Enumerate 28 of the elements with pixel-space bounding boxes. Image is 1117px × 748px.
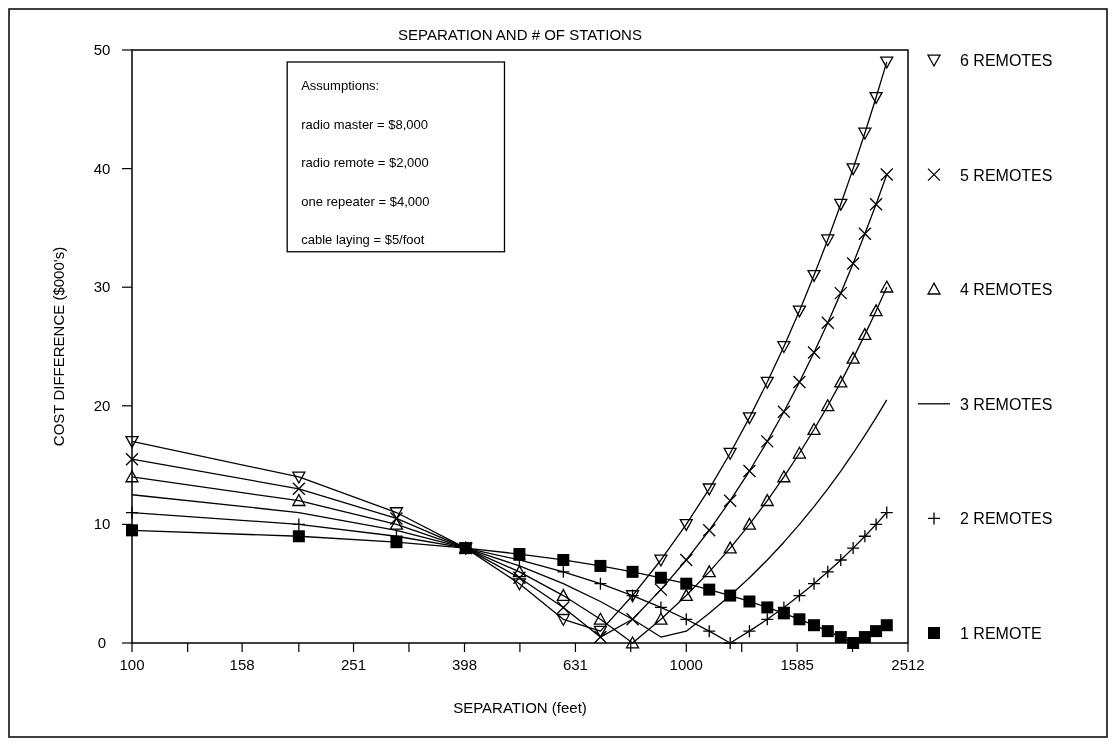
x-tick-label: 1000	[669, 656, 703, 673]
y-tick-label: 10	[93, 515, 111, 533]
y-axis-title: COST DIFFERENCE ($000's)	[50, 246, 67, 447]
x-axis-title: SEPARATION (feet)	[453, 699, 587, 716]
x-tick-label: 631	[562, 656, 588, 673]
legend-label: 6 REMOTES	[960, 52, 1053, 69]
annotation: one repeater = $4,000	[301, 193, 430, 209]
x-tick-label: 2512	[891, 656, 925, 673]
x-tick-label: 1585	[780, 656, 814, 673]
y-tick-label: 20	[93, 396, 111, 414]
annotation: radio remote = $2,000	[301, 155, 429, 171]
y-tick-label: 40	[93, 159, 111, 177]
annotation: cable laying = $5/foot	[301, 232, 425, 248]
y-tick-label: 0	[97, 634, 107, 651]
legend-label: 2 REMOTES	[960, 510, 1053, 528]
y-tick-label: 30	[93, 278, 111, 296]
y-tick-label: 50	[93, 41, 111, 58]
legend-label: 1 REMOTE	[960, 625, 1042, 642]
annotation: radio master = $8,000	[301, 116, 429, 132]
legend-label: 4 REMOTES	[960, 281, 1053, 299]
annotation: Assumptions:	[301, 78, 380, 93]
chart-title: SEPARATION AND # OF STATIONS	[398, 26, 642, 43]
legend-label: 3 REMOTES	[960, 395, 1053, 413]
x-tick-label: 398	[451, 656, 478, 673]
x-tick-label: 251	[341, 656, 367, 673]
x-tick-label: 158	[229, 656, 255, 673]
legend-label: 5 REMOTES	[960, 166, 1053, 184]
x-tick-label: 100	[119, 656, 145, 673]
